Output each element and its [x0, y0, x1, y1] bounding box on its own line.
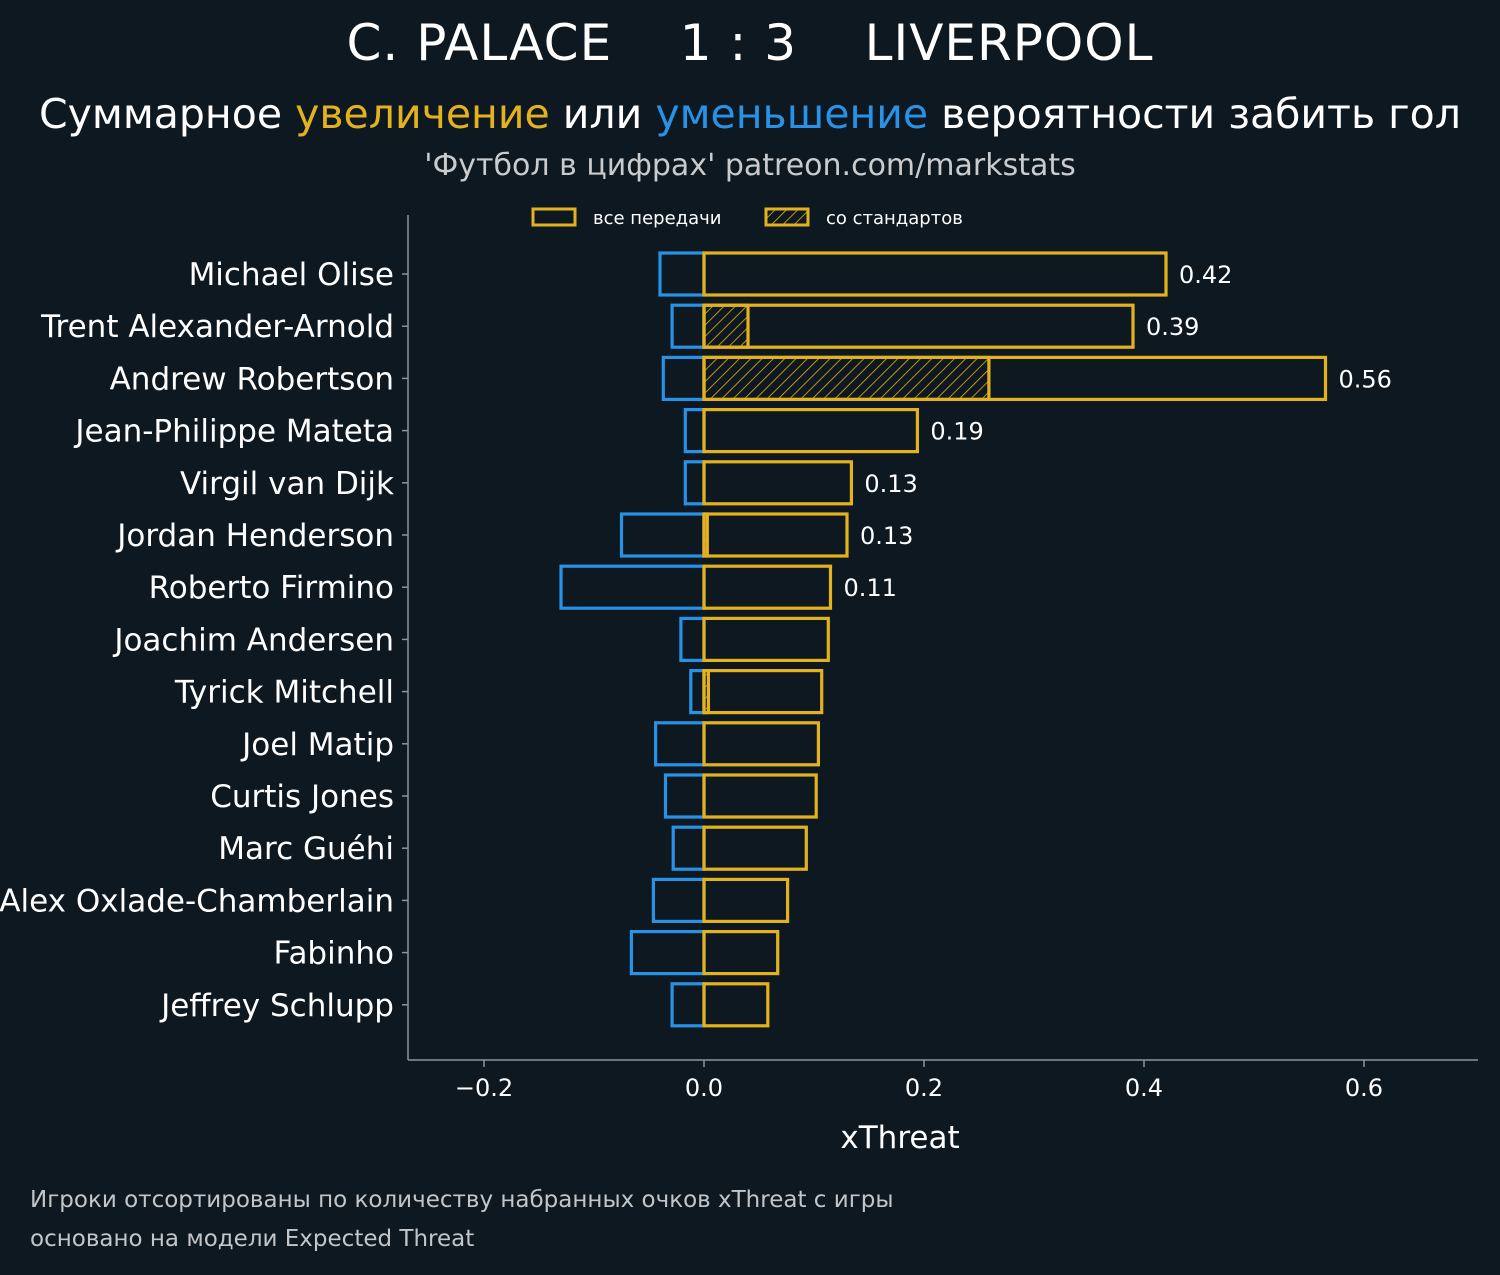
chart-legend: все передачи со стандартов	[531, 207, 963, 229]
source-credit: 'Футбол в цифрах' patreon.com/markstats	[424, 148, 1076, 183]
decrease-bar	[619, 512, 706, 558]
player-name-label: Marc Guéhi	[218, 831, 394, 867]
increase-bar	[702, 616, 830, 663]
player-name-label: Curtis Jones	[210, 779, 394, 815]
subtitle-part1: Суммарное	[39, 90, 296, 138]
subtitle-increase: увеличение	[295, 90, 550, 138]
home-team-name: C. PALACE	[346, 14, 613, 72]
increase-bar	[702, 982, 770, 1028]
away-team-name: LIVERPOOL	[864, 14, 1154, 72]
chart-title: C. PALACE 1 : 3 LIVERPOOL	[0, 14, 1500, 72]
legend-label-set-pieces: со стандартов	[826, 208, 963, 229]
bar-value-label: 0.39	[1146, 313, 1199, 341]
player-name-label: Andrew Robertson	[110, 361, 394, 397]
player-name-label: Roberto Firmino	[149, 570, 394, 606]
player-name-label: Jeffrey Schlupp	[159, 988, 394, 1024]
x-tick-label: 0.6	[1345, 1074, 1383, 1102]
x-tick-label: 0.2	[905, 1074, 943, 1102]
increase-bar	[702, 564, 833, 610]
footnote-model: основано на модели Expected Threat	[30, 1226, 475, 1252]
player-name-label: Fabinho	[273, 936, 394, 972]
decrease-bar	[683, 460, 706, 506]
decrease-bar	[661, 355, 706, 401]
set-piece-bar	[702, 355, 991, 401]
chart-subtitle: Суммарное увеличение или уменьшение веро…	[0, 90, 1500, 138]
player-name-label: Tyrick Mitchell	[174, 675, 394, 711]
decrease-bar	[670, 982, 706, 1028]
decrease-bar	[670, 303, 706, 349]
bar-value-label: 0.42	[1179, 261, 1232, 289]
increase-bar	[702, 721, 821, 767]
decrease-bar	[671, 825, 706, 871]
increase-bar	[702, 460, 853, 506]
bars-layer: 0.42 0.39 0.56 0.19 0.13 0.13 0.11	[559, 251, 1392, 1028]
player-name-label: Virgil van Dijk	[180, 466, 394, 502]
decrease-bar	[683, 408, 706, 454]
increase-bar	[702, 512, 849, 558]
set-piece-bar	[702, 303, 750, 349]
player-name-label: Jordan Henderson	[115, 518, 394, 554]
decrease-bar	[663, 773, 706, 819]
decrease-bar	[629, 929, 706, 976]
subtitle-part3: вероятности забить гол	[928, 90, 1461, 138]
match-score: 1 : 3	[679, 14, 798, 72]
player-name-label: Jean-Philippe Mateta	[73, 414, 394, 450]
decrease-bar	[658, 251, 706, 297]
bar-value-label: 0.11	[844, 574, 897, 602]
player-name-label: Joachim Andersen	[112, 622, 394, 658]
footnote-sorting: Игроки отсортированы по количеству набра…	[30, 1187, 894, 1213]
bar-value-label: 0.56	[1339, 365, 1392, 393]
decrease-bar	[559, 564, 706, 610]
bar-value-label: 0.19	[930, 418, 983, 446]
x-axis-label: xThreat	[840, 1120, 959, 1156]
increase-bar	[702, 825, 808, 871]
increase-bar	[702, 929, 780, 976]
bar-value-label: 0.13	[864, 470, 917, 498]
decrease-bar	[651, 877, 706, 924]
x-tick-label: 0.0	[685, 1074, 723, 1102]
increase-bar	[702, 877, 790, 924]
increase-bar	[702, 251, 1168, 297]
player-name-label: Alex Oxlade-Chamberlain	[0, 883, 394, 919]
increase-bar	[702, 773, 818, 819]
axes-layer: Michael Olise Trent Alexander-Arnold Andre…	[0, 215, 1478, 1156]
legend-swatch-set-pieces	[764, 207, 810, 227]
decrease-bar	[689, 668, 706, 715]
x-tick-label: 0.4	[1125, 1074, 1163, 1102]
player-name-label: Trent Alexander-Arnold	[40, 309, 394, 345]
increase-bar	[702, 408, 919, 454]
legend-swatch-all-passes	[531, 207, 577, 227]
increase-bar	[702, 303, 1135, 349]
increase-bar	[702, 355, 1328, 401]
player-name-label: Michael Olise	[189, 257, 394, 293]
bar-value-label: 0.13	[860, 522, 913, 550]
increase-bar	[702, 668, 824, 715]
subtitle-part2: или	[549, 90, 656, 138]
legend-label-all-passes: все передачи	[593, 208, 721, 229]
subtitle-decrease: уменьшение	[655, 90, 929, 138]
player-name-label: Joel Matip	[240, 727, 394, 763]
decrease-bar	[679, 616, 706, 663]
x-tick-label: −0.2	[455, 1074, 513, 1102]
decrease-bar	[653, 721, 706, 767]
